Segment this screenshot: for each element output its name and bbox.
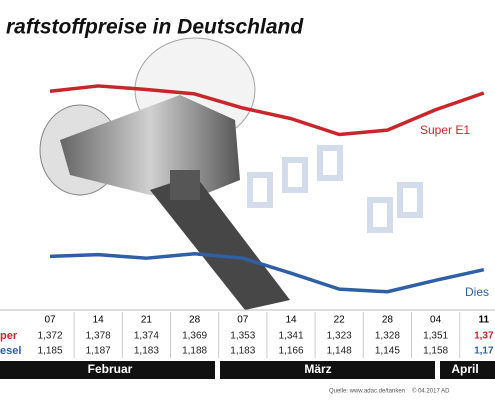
x-tick-label: 07 — [44, 315, 56, 326]
value-label: 1,187 — [86, 346, 111, 357]
month-label: März — [304, 362, 331, 376]
x-tick-label: 11 — [479, 315, 490, 326]
chart-title: raftstoffpreise in Deutschland — [6, 16, 304, 39]
x-tick-label: 21 — [141, 315, 153, 326]
row-label: per — [0, 330, 18, 342]
value-label: 1,353 — [230, 331, 255, 342]
month-bar — [0, 361, 215, 379]
value-label: 1,323 — [327, 331, 352, 342]
value-label: 1,145 — [375, 346, 400, 357]
decorative-digits — [247, 145, 423, 233]
x-tick-label: 04 — [430, 315, 442, 326]
nozzle-illustration — [39, 37, 290, 310]
value-label: 1,369 — [182, 331, 207, 342]
x-tick-label: 07 — [237, 315, 249, 326]
value-label: 1,37 — [474, 331, 494, 342]
value-label: 1,185 — [37, 346, 62, 357]
x-tick-label: 22 — [334, 315, 346, 326]
value-label: 1,183 — [230, 346, 255, 357]
credit: © 04.2017 AD — [412, 388, 450, 395]
x-tick-label: 14 — [285, 315, 297, 326]
month-bar — [440, 361, 495, 379]
series-line — [49, 252, 485, 294]
month-label: April — [451, 362, 478, 376]
legend-super: Super E1 — [420, 123, 470, 137]
x-tick-label: 28 — [189, 315, 201, 326]
value-label: 1,372 — [37, 331, 62, 342]
value-label: 1,158 — [423, 346, 448, 357]
value-label: 1,328 — [375, 331, 400, 342]
legend-diesel: Dies — [465, 285, 489, 299]
value-label: 1,351 — [423, 331, 448, 342]
row-label: esel — [0, 345, 21, 357]
month-bar — [220, 361, 435, 379]
value-label: 1,183 — [134, 346, 159, 357]
series-line — [49, 84, 485, 137]
value-label: 1,166 — [278, 346, 303, 357]
value-label: 1,17 — [474, 346, 494, 357]
source: Quelle: www.adac.de/tanken — [329, 389, 405, 395]
x-tick-label: 28 — [382, 315, 394, 326]
value-label: 1,188 — [182, 346, 207, 357]
value-label: 1,341 — [278, 331, 303, 342]
value-label: 1,374 — [134, 331, 159, 342]
value-label: 1,378 — [86, 331, 111, 342]
x-tick-label: 14 — [93, 315, 105, 326]
month-label: Februar — [88, 362, 133, 376]
value-label: 1,148 — [327, 346, 352, 357]
